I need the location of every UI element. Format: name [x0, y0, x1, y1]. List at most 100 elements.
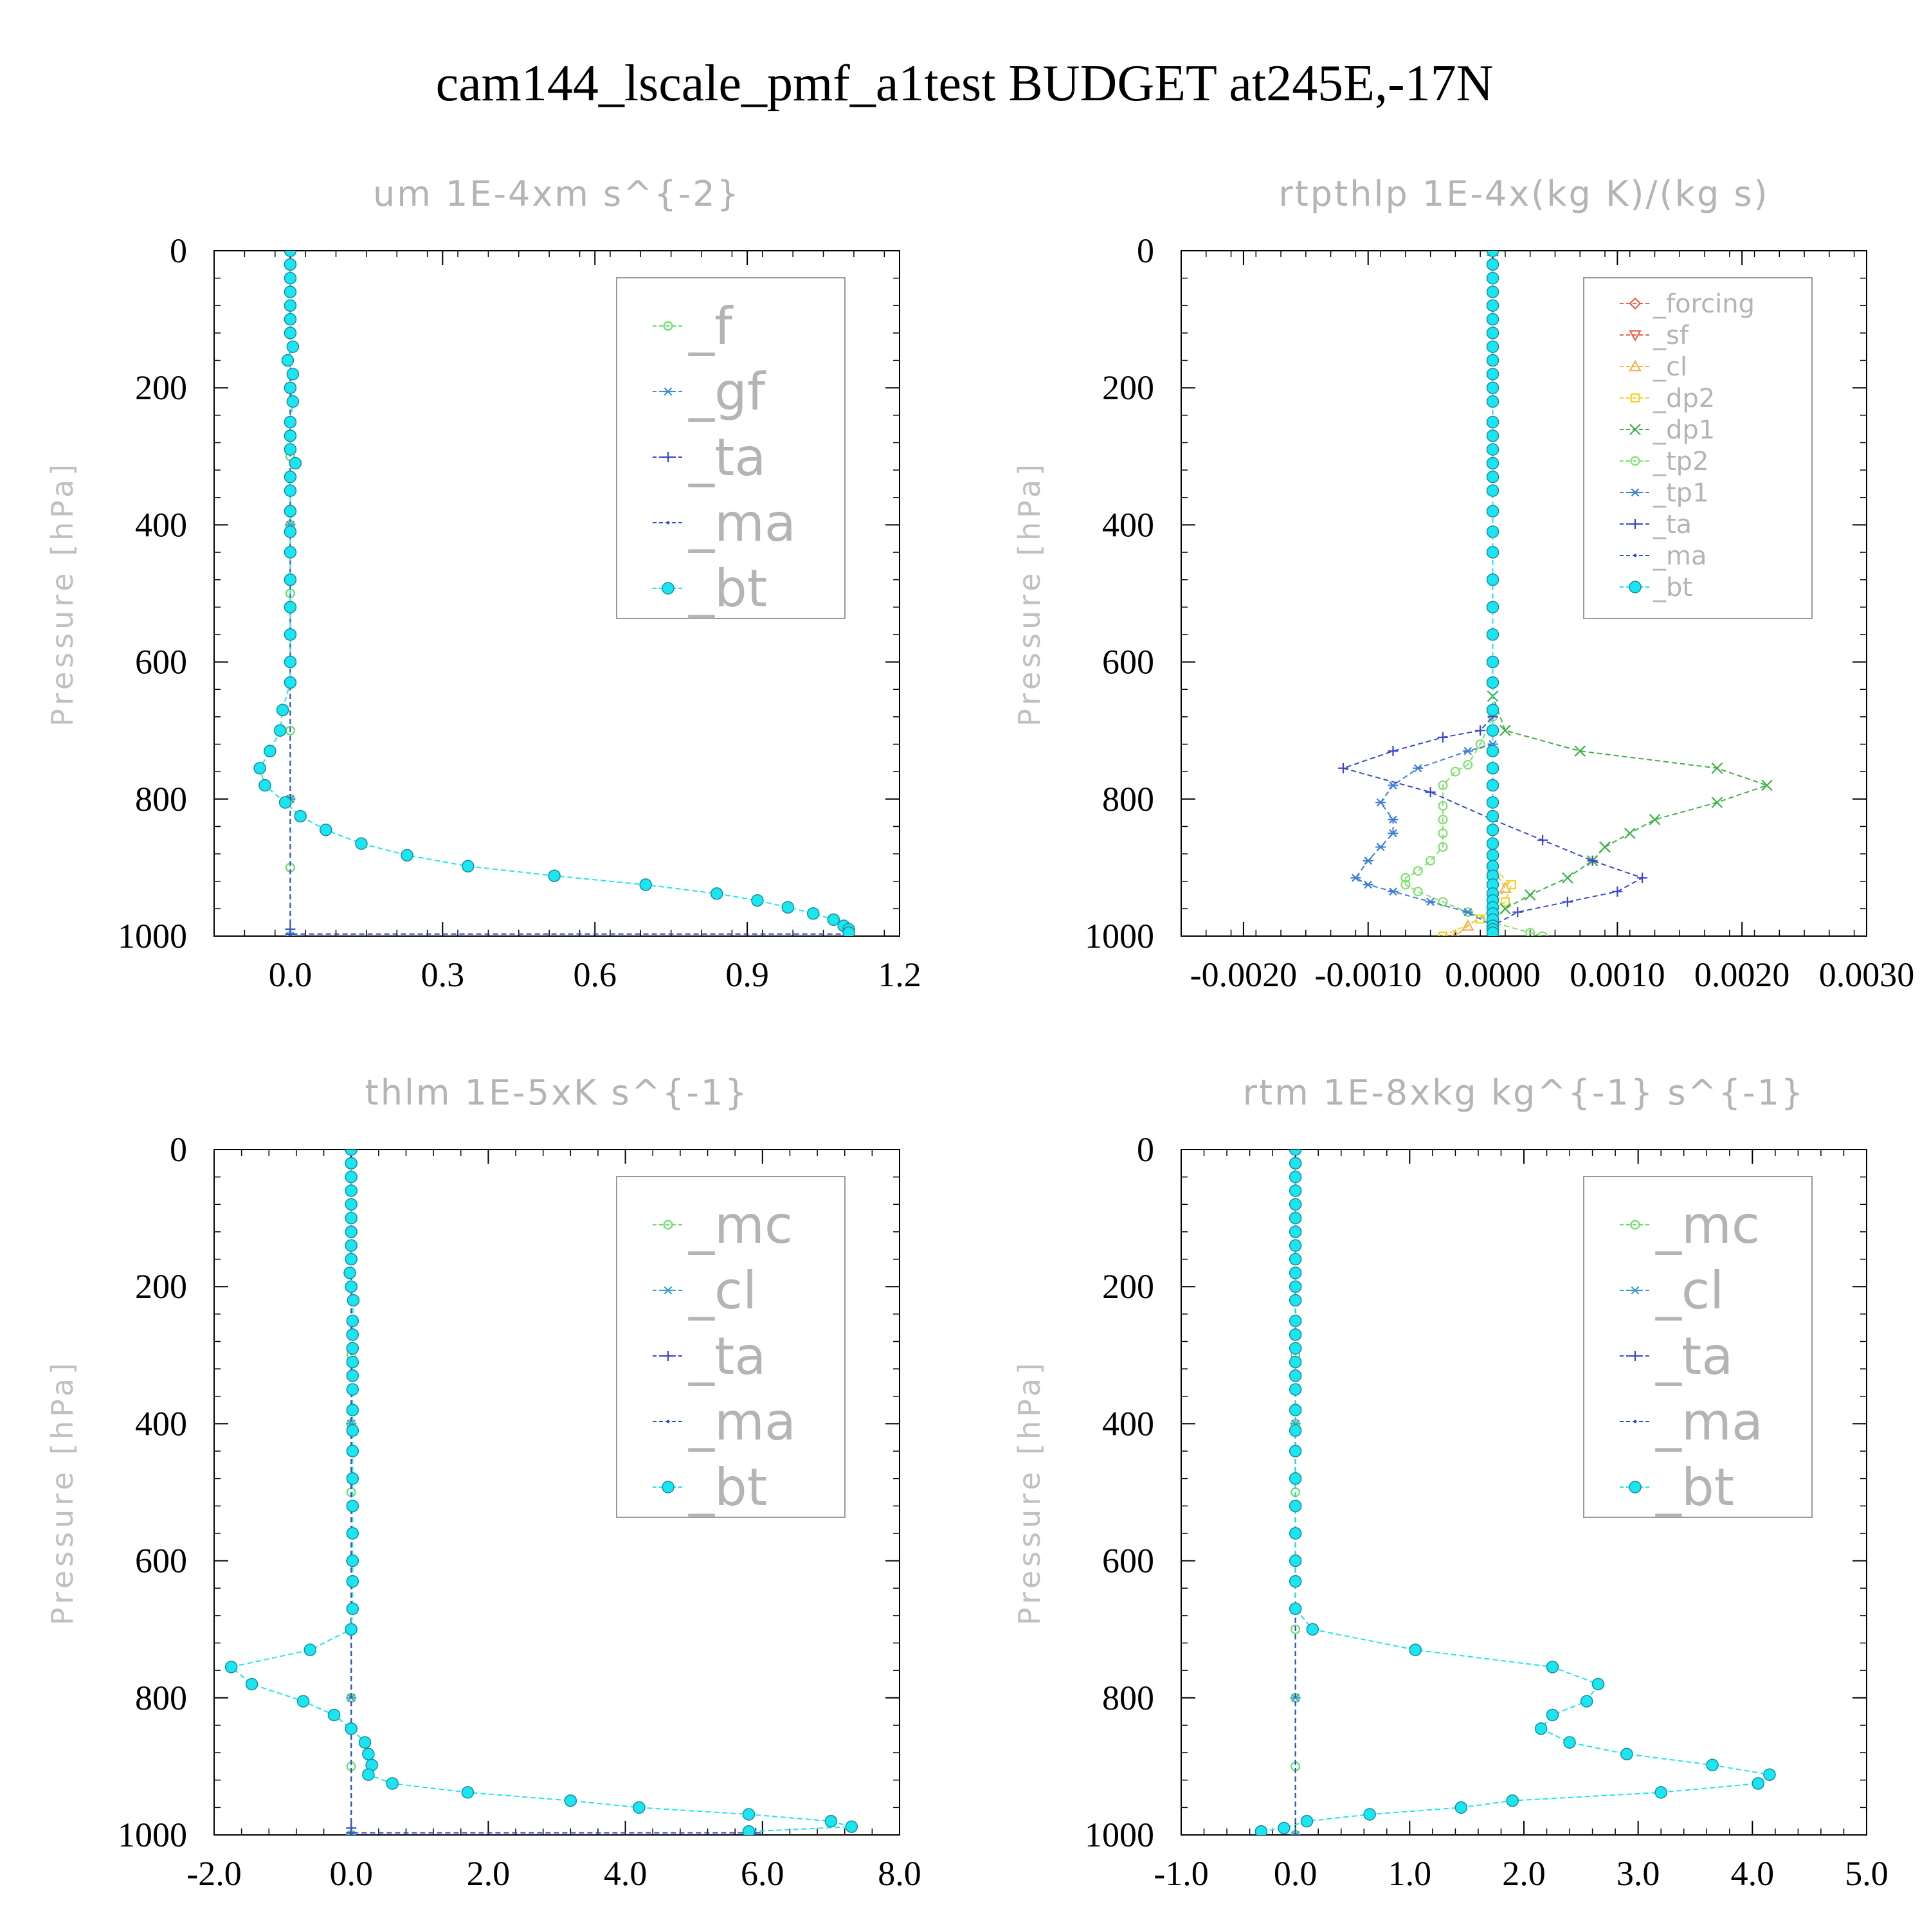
- data-point_bt: [245, 1677, 258, 1691]
- data-point_bt: [1289, 1328, 1302, 1341]
- data-point_bt: [1486, 703, 1499, 716]
- legend-marker: [662, 582, 675, 595]
- data-point_bt: [386, 1777, 399, 1790]
- data-point_bt: [1486, 312, 1499, 326]
- data-point_bt: [362, 1747, 375, 1760]
- data-point_dp1: [1761, 779, 1773, 791]
- panel-thlm: thlm 1E-5xK s^{-1} Pressure [hPa] -2.0 0.0 2…: [45, 1072, 921, 1893]
- y-tick-label: 0: [1137, 231, 1154, 270]
- legend-label: _bt: [1653, 573, 1692, 602]
- panel-rtm: rtm 1E-8xkg kg^{-1} s^{-1} Pressure [hPa]…: [1012, 1072, 1888, 1893]
- y-tick-label: 800: [135, 780, 187, 818]
- data-point_ta: [1512, 907, 1523, 917]
- data-point_bt: [358, 1736, 372, 1749]
- data-point_bt: [842, 926, 855, 936]
- data-point_bt: [1278, 1821, 1291, 1835]
- legend-marker: [663, 387, 673, 396]
- data-point_bt: [1289, 1211, 1302, 1225]
- data-point_bt: [346, 1575, 359, 1588]
- data-point_bt: [401, 849, 413, 862]
- data-point_bt: [1486, 354, 1499, 367]
- legend-label: _ma: [1655, 1392, 1763, 1452]
- y-tick-label: 200: [135, 368, 187, 407]
- data-point_bt: [1289, 1383, 1302, 1396]
- y-axis-label-rtm: Pressure [hPa]: [1012, 1359, 1047, 1625]
- data-point_dp1: [1711, 797, 1723, 808]
- legend-label: _tp1: [1653, 478, 1709, 508]
- legend-rtm: _mc_cl_ta_ma _bt: [1583, 1176, 1813, 1518]
- data-point_tp1: [1350, 874, 1361, 882]
- data-point_bt: [286, 368, 300, 381]
- data-point_tp2: [1400, 880, 1411, 890]
- data-point_bt: [346, 1602, 359, 1615]
- data-point_bt: [284, 525, 297, 538]
- data-point_bt: [1289, 1499, 1302, 1513]
- x-tick-label: 3.0: [1617, 1854, 1660, 1893]
- data-point_bt: [1486, 655, 1499, 669]
- data-point_bt: [710, 887, 723, 900]
- legend-marker: [1629, 581, 1642, 593]
- data-point_bt: [1289, 1342, 1302, 1355]
- legend-label: _bt: [1655, 1458, 1734, 1517]
- data-point_bt: [258, 779, 271, 792]
- legend-thlm: _mc_cl_ta_ma _bt: [616, 1176, 846, 1518]
- x-tick-label: 1.0: [1388, 1854, 1432, 1893]
- data-point_bt: [362, 1768, 375, 1781]
- y-tick-label: 0: [1137, 1130, 1154, 1169]
- data-point_bt: [284, 299, 297, 312]
- legend-marker: [1633, 1420, 1637, 1423]
- data-point_bt: [284, 381, 297, 394]
- data-point_tp2: [1413, 887, 1423, 897]
- data-point_ta: [1637, 872, 1648, 883]
- data-point_bt: [1289, 1239, 1302, 1252]
- data-point_bt: [1546, 1708, 1559, 1722]
- data-point_bt: [284, 415, 297, 429]
- data-point_bt: [1486, 299, 1499, 312]
- data-point_bt: [1289, 1369, 1302, 1382]
- data-point_bt: [1289, 1527, 1302, 1540]
- data-point_bt: [346, 1404, 359, 1416]
- data-point_bt: [1486, 368, 1499, 381]
- data-point_mc: [1291, 1624, 1301, 1634]
- data-point_bt: [345, 1225, 358, 1238]
- data-point_bt: [346, 1472, 359, 1485]
- data-point_bt: [294, 809, 307, 823]
- data-point_bt: [346, 1499, 359, 1513]
- data-point_bt: [1486, 471, 1499, 483]
- data-point_bt: [1289, 1575, 1302, 1588]
- data-point_bt: [1486, 271, 1499, 285]
- data-point_bt: [1289, 1198, 1302, 1211]
- data-point_bt: [289, 456, 302, 470]
- data-point_tp1: [1462, 908, 1473, 917]
- data-point_tp1: [1363, 856, 1373, 865]
- data-point_ta: [1438, 732, 1449, 743]
- data-point_bt: [1546, 1661, 1559, 1674]
- data-point_bt: [1254, 1825, 1268, 1835]
- data-point_bt: [1289, 1404, 1302, 1416]
- data-point_bt: [1486, 779, 1499, 792]
- data-point_dp2: [1438, 931, 1448, 936]
- series-line_ta: [1341, 251, 1644, 936]
- data-point_bt: [1534, 1722, 1548, 1735]
- data-point_bt: [319, 824, 332, 836]
- data-point_bt: [1409, 1643, 1422, 1656]
- data-point_bt: [346, 1369, 359, 1382]
- data-point_bt: [345, 1157, 358, 1170]
- data-point_ta: [1337, 763, 1348, 773]
- y-tick-label: 0: [170, 231, 187, 270]
- data-point_tp2: [1400, 872, 1411, 883]
- data-point_bt: [346, 1342, 359, 1355]
- data-point_bt: [1289, 1280, 1302, 1293]
- data-point_tp1: [1413, 764, 1424, 773]
- data-point_bt: [1486, 676, 1499, 689]
- data-point_ma: [349, 1833, 353, 1835]
- data-point_dp2: [1500, 897, 1510, 907]
- data-point_bt: [1289, 1294, 1302, 1307]
- y-tick-label: 1000: [118, 917, 187, 955]
- data-point_bt: [1486, 381, 1499, 394]
- x-tick-label: 1.2: [878, 955, 921, 994]
- data-point_bt: [751, 894, 764, 907]
- data-point_bt: [1486, 600, 1499, 614]
- data-point_bt: [345, 1623, 358, 1636]
- legend-label: _cl: [1655, 1261, 1724, 1321]
